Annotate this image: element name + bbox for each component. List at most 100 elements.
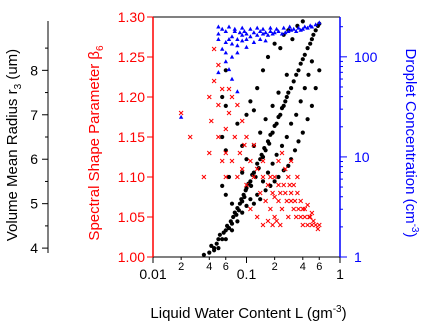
radius-point-8 bbox=[223, 228, 228, 233]
radius-point-133 bbox=[244, 157, 249, 162]
radius-point-110 bbox=[223, 68, 228, 73]
radius-point-65 bbox=[251, 201, 256, 206]
radius-tick-label-3: 7 bbox=[30, 107, 38, 123]
radius-point-126 bbox=[300, 19, 305, 24]
concentration-point-3 bbox=[223, 29, 228, 33]
x-minor-tick-label-4: 4 bbox=[300, 261, 306, 273]
radius-point-6 bbox=[220, 237, 225, 242]
concentration-point-48 bbox=[274, 26, 279, 31]
shape-point-71 bbox=[270, 222, 275, 228]
shape-point-78 bbox=[223, 174, 229, 180]
radius-point-29 bbox=[251, 170, 256, 175]
shape-tick-label-3: 1.15 bbox=[118, 129, 145, 145]
concentration-point-29 bbox=[294, 29, 299, 33]
shape-point-11 bbox=[232, 134, 238, 140]
radius-point-60 bbox=[309, 37, 314, 42]
radius-point-52 bbox=[291, 79, 296, 84]
concentration-point-25 bbox=[283, 30, 288, 35]
shape-point-74 bbox=[216, 62, 221, 68]
radius-point-45 bbox=[278, 112, 283, 117]
shape-point-43 bbox=[315, 226, 321, 232]
shape-point-51 bbox=[295, 190, 300, 196]
shape-point-84 bbox=[300, 206, 306, 212]
shape-point-10 bbox=[229, 158, 235, 164]
concentration-point-60 bbox=[223, 59, 228, 64]
concentration-point-43 bbox=[240, 25, 245, 30]
radius-point-127 bbox=[284, 72, 289, 77]
radius-point-78 bbox=[309, 103, 314, 108]
radius-point-50 bbox=[286, 90, 291, 95]
shape-tick-label-0: 1.00 bbox=[118, 249, 145, 265]
radius-point-99 bbox=[223, 237, 228, 242]
concentration-point-52 bbox=[223, 40, 228, 44]
data-marks bbox=[178, 19, 322, 257]
radius-point-13 bbox=[231, 214, 236, 220]
conc-tick-label-2: 100 bbox=[354, 49, 378, 65]
shape-point-61 bbox=[251, 142, 257, 148]
radius-point-48 bbox=[283, 99, 288, 104]
radius-point-59 bbox=[308, 41, 313, 46]
radius-point-43 bbox=[274, 121, 279, 126]
shape-point-0 bbox=[178, 110, 184, 116]
shape-point-81 bbox=[276, 182, 281, 188]
shape-point-72 bbox=[274, 218, 279, 224]
concentration-point-27 bbox=[288, 27, 294, 32]
concentration-point-44 bbox=[248, 26, 253, 31]
shape-point-59 bbox=[268, 174, 273, 180]
shape-point-85 bbox=[306, 214, 312, 220]
shape-point-41 bbox=[311, 218, 316, 224]
shape-point-70 bbox=[265, 218, 271, 224]
series-concentration bbox=[178, 20, 322, 119]
radius-point-115 bbox=[248, 99, 253, 104]
radius-point-117 bbox=[255, 86, 260, 91]
radius-point-100 bbox=[216, 246, 221, 251]
radius-point-98 bbox=[229, 228, 235, 233]
shape-point-57 bbox=[279, 150, 285, 156]
shape-point-1 bbox=[187, 134, 193, 140]
radius-point-10 bbox=[226, 226, 232, 231]
radius-point-108 bbox=[223, 103, 228, 108]
radius-point-95 bbox=[244, 203, 249, 208]
concentration-point-67 bbox=[244, 44, 249, 49]
concentration-point-46 bbox=[260, 26, 266, 31]
radius-point-134 bbox=[240, 170, 245, 175]
radius-point-85 bbox=[274, 152, 279, 157]
concentration-point-55 bbox=[240, 38, 245, 43]
shape-point-17 bbox=[248, 158, 253, 164]
radius-point-124 bbox=[290, 37, 295, 42]
concentration-point-18 bbox=[263, 30, 268, 35]
shape-point-5 bbox=[216, 102, 221, 108]
radius-point-93 bbox=[309, 59, 314, 64]
radius-point-105 bbox=[226, 174, 232, 180]
radius-point-112 bbox=[229, 201, 235, 206]
shape-point-48 bbox=[285, 174, 291, 180]
shape-point-69 bbox=[260, 222, 266, 228]
radius-point-130 bbox=[263, 117, 268, 122]
radius-point-35 bbox=[260, 154, 266, 160]
radius-point-72 bbox=[286, 163, 291, 168]
shape-point-82 bbox=[284, 198, 290, 204]
radius-point-61 bbox=[311, 32, 316, 37]
radius-point-53 bbox=[294, 72, 299, 77]
x-tick-label-0: 0.01 bbox=[139, 266, 166, 282]
shape-point-52 bbox=[298, 198, 304, 204]
shape-point-12 bbox=[235, 174, 240, 180]
shape-point-76 bbox=[216, 134, 221, 140]
concentration-point-51 bbox=[216, 37, 221, 41]
shape-point-44 bbox=[316, 222, 322, 228]
radius-point-4 bbox=[216, 237, 221, 242]
concentration-point-17 bbox=[260, 31, 266, 36]
radius-point-107 bbox=[220, 134, 225, 140]
radius-point-109 bbox=[220, 94, 225, 100]
shape-point-87 bbox=[287, 182, 293, 188]
concentration-point-37 bbox=[313, 22, 318, 27]
radius-point-131 bbox=[258, 130, 263, 135]
radius-point-113 bbox=[240, 143, 245, 148]
concentration-point-34 bbox=[305, 25, 310, 30]
shape-point-65 bbox=[229, 94, 235, 100]
concentration-axis-title: Droplet Concentration (cm-3) bbox=[402, 49, 420, 238]
radius-tick-label-2: 6 bbox=[30, 151, 38, 167]
radius-point-58 bbox=[305, 46, 310, 51]
shape-point-86 bbox=[295, 174, 300, 180]
